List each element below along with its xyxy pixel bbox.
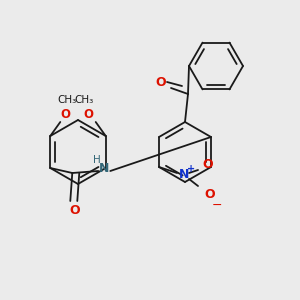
Text: +: + xyxy=(187,164,195,174)
Text: O: O xyxy=(203,158,213,172)
Text: CH₃: CH₃ xyxy=(74,95,93,105)
Text: O: O xyxy=(69,205,80,218)
Text: O: O xyxy=(205,188,215,202)
Text: O: O xyxy=(60,107,70,121)
Text: N: N xyxy=(179,169,189,182)
Text: H: H xyxy=(93,155,101,165)
Text: N: N xyxy=(99,163,110,176)
Text: CH₃: CH₃ xyxy=(58,95,77,105)
Text: −: − xyxy=(212,199,222,212)
Text: O: O xyxy=(156,76,166,88)
Text: O: O xyxy=(84,107,94,121)
